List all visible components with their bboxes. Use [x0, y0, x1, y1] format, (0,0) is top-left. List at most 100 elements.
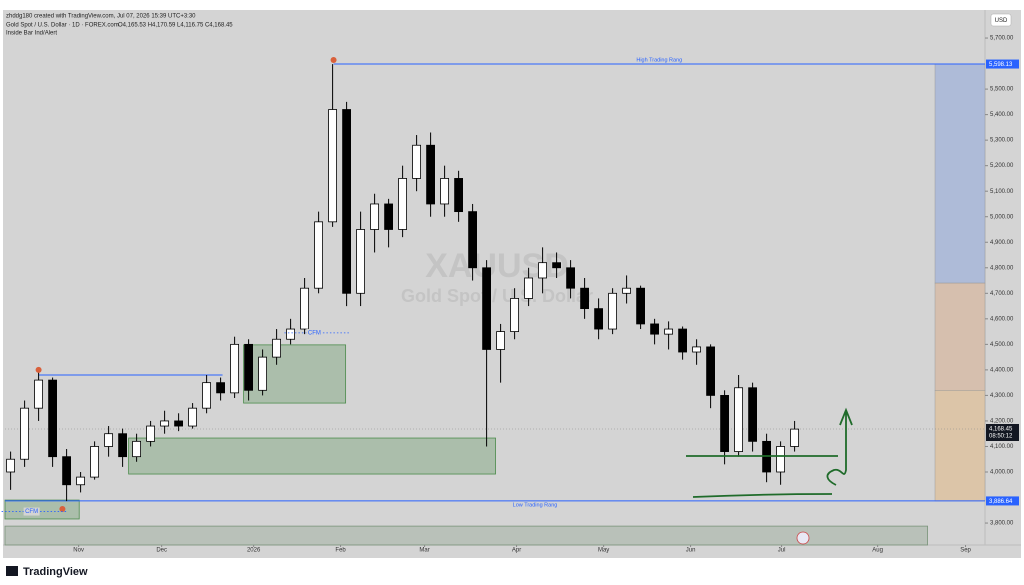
y-tick-label: 4,300.00 — [990, 393, 1014, 399]
x-tick-label: 2026 — [247, 548, 261, 554]
candle-body — [202, 382, 212, 409]
candle-body — [300, 287, 310, 330]
candle-body — [356, 229, 366, 294]
range-box — [934, 390, 986, 502]
drawn-line — [692, 493, 833, 498]
candle-body — [342, 109, 352, 294]
candle-body — [552, 262, 561, 269]
candle-body — [132, 440, 142, 458]
candle-body — [720, 395, 729, 452]
candle-body — [776, 446, 785, 473]
brand: TradingView — [23, 566, 88, 578]
candle-body — [104, 433, 113, 447]
level-text: High Trading Rang — [636, 57, 682, 63]
candle-body — [286, 328, 296, 340]
candle-body — [692, 346, 701, 353]
note-bg — [306, 328, 323, 337]
range-box — [934, 63, 986, 284]
candle-body — [174, 420, 184, 427]
candle-body — [734, 387, 743, 452]
watermark: XAUUSD — [425, 247, 569, 285]
y-tick-label: 4,900.00 — [990, 240, 1014, 246]
currency[interactable]: USD — [995, 18, 1008, 24]
zone — [4, 499, 80, 520]
candle-body — [34, 379, 43, 409]
y-tick-label: 5,100.00 — [990, 189, 1014, 195]
y-tick-label: 5,700.00 — [990, 36, 1014, 42]
candle-body — [90, 446, 99, 478]
candle-body — [664, 328, 673, 335]
candle-body — [216, 382, 226, 394]
x-tick-label: Feb — [335, 548, 346, 554]
chart-background — [3, 10, 1021, 558]
zone — [128, 437, 496, 475]
level-price-label: 5,598.13 — [989, 62, 1013, 68]
logo-icon — [6, 566, 18, 576]
last-price-label: 4,168.45 — [989, 427, 1013, 433]
candle-body — [524, 277, 533, 299]
candle-body — [398, 178, 408, 230]
candle-body — [748, 387, 757, 442]
y-tick-label: 5,500.00 — [990, 87, 1014, 93]
y-tick-label: 3,800.00 — [990, 521, 1014, 527]
candle-body — [790, 428, 799, 447]
marker-dot — [59, 506, 66, 513]
candle-body — [20, 407, 30, 460]
candle-body — [468, 211, 478, 269]
y-tick-label: 5,000.00 — [990, 214, 1014, 220]
watermark: Gold Spot / U.S. Dollar — [401, 286, 593, 306]
candle-body — [622, 287, 631, 294]
y-tick-label: 5,200.00 — [990, 163, 1014, 169]
level-price-box — [986, 59, 1019, 69]
candle-body — [314, 221, 324, 289]
x-tick-label: Dec — [156, 548, 167, 554]
marker-dot — [35, 366, 42, 373]
level-text: Low Trading Rang — [513, 502, 558, 508]
candle-body — [272, 338, 282, 358]
y-tick-label: 4,500.00 — [990, 342, 1014, 348]
candle-body — [678, 328, 687, 353]
candle-body — [580, 287, 589, 310]
candle-body — [482, 267, 492, 350]
zone — [4, 525, 928, 546]
y-tick-label: 4,100.00 — [990, 444, 1014, 450]
candle-body — [650, 323, 659, 335]
candle-body — [62, 456, 71, 486]
currency-box[interactable] — [990, 13, 1012, 27]
candle-body — [244, 343, 254, 391]
candle-body — [454, 178, 464, 213]
candle-body — [496, 331, 506, 350]
candle-body — [440, 178, 450, 205]
candle-body — [230, 343, 240, 394]
y-tick-label: 5,400.00 — [990, 112, 1014, 118]
candle-body — [538, 262, 547, 279]
note-text: CFM — [25, 509, 38, 515]
x-tick-label: Aug — [872, 548, 883, 554]
y-tick-label: 4,200.00 — [990, 419, 1014, 425]
symbol-line: Gold Spot / U.S. Dollar · 1D · FOREX.com — [6, 23, 119, 29]
author-line: zhddg180 created with TradingView.com, J… — [6, 14, 196, 20]
x-tick-label: Jul — [778, 548, 786, 554]
note-text: CFM — [308, 330, 321, 336]
x-tick-label: Nov — [73, 548, 84, 554]
candle-body — [594, 308, 603, 330]
ohlc-line: O4,165.53 H4,170.59 L4,116.75 C4,168.45 — [118, 23, 233, 29]
candle-body — [76, 476, 85, 486]
drawn-arrow — [826, 407, 853, 486]
y-tick-label: 4,800.00 — [990, 265, 1014, 271]
candle-body — [384, 203, 394, 230]
candle-body — [188, 407, 198, 427]
candle-body — [6, 458, 15, 473]
flag-icon[interactable] — [796, 531, 810, 545]
level-price-label: 3,886.64 — [989, 499, 1013, 505]
y-tick-label: 4,600.00 — [990, 316, 1014, 322]
x-tick-label: May — [598, 548, 609, 554]
range-box — [934, 282, 986, 391]
candle-body — [608, 292, 617, 330]
candle-body — [412, 144, 422, 179]
candle-body — [510, 298, 520, 332]
candle-body — [118, 433, 127, 458]
x-tick-label: Sep — [960, 548, 971, 554]
